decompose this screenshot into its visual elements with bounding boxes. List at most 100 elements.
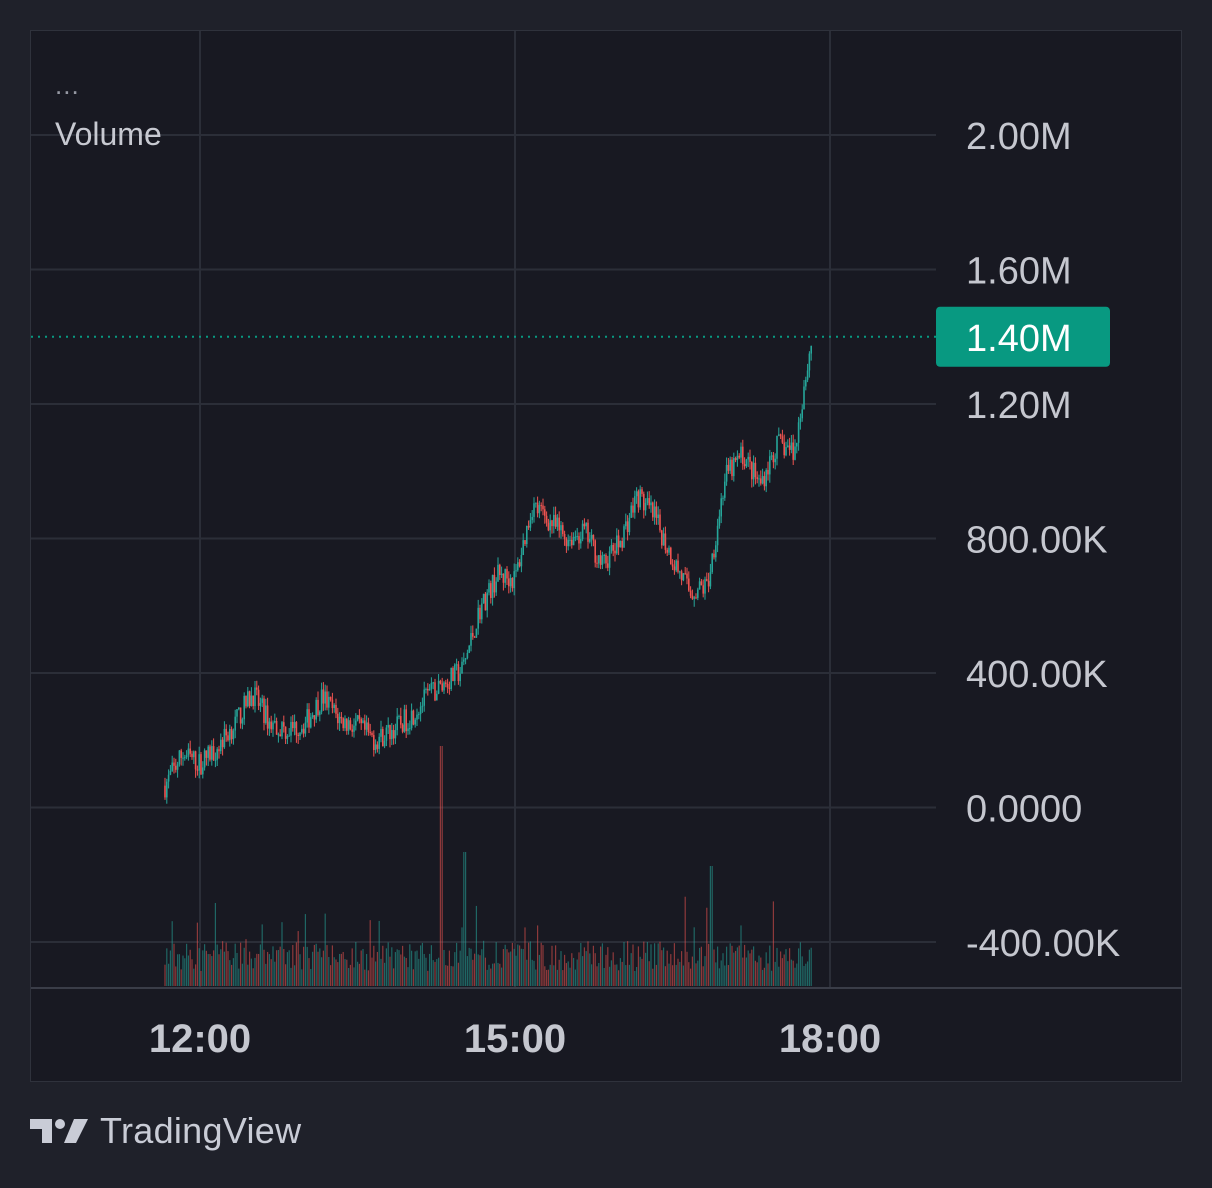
candle-up — [238, 707, 240, 710]
candle-up — [356, 715, 359, 721]
candle-down — [245, 695, 247, 707]
candle-up — [560, 525, 562, 531]
candle-down — [248, 691, 251, 706]
candle-up — [394, 730, 397, 739]
candle-up — [682, 573, 685, 581]
candle-up — [635, 491, 638, 497]
candle-down — [542, 505, 544, 510]
volume-bar — [175, 966, 177, 986]
volume-bar — [529, 941, 531, 986]
tradingview-attribution[interactable]: TradingView — [30, 1110, 301, 1152]
candle-up — [522, 540, 524, 556]
candle-down — [358, 715, 361, 719]
volume-bar — [227, 951, 229, 986]
last-price-label: 1.40M — [966, 318, 1072, 360]
candle-up — [740, 446, 742, 458]
candle-down — [592, 534, 595, 541]
volume-bar — [434, 961, 436, 986]
volume-bar — [475, 905, 477, 986]
volume-bar — [636, 966, 638, 986]
volume-bar — [277, 950, 279, 986]
candle-down — [661, 530, 663, 546]
candle-down — [751, 461, 753, 480]
candle-up — [338, 716, 341, 724]
candle-down — [788, 445, 791, 450]
candle-down — [364, 720, 366, 730]
candle-up — [293, 722, 296, 729]
candle-down — [373, 735, 375, 750]
volume-bar — [443, 949, 445, 986]
candle-up — [365, 722, 368, 730]
volume-bar — [232, 958, 234, 986]
candle-up — [608, 551, 611, 568]
candle-down — [760, 478, 762, 484]
candle-up — [387, 724, 389, 728]
candle-up — [362, 720, 364, 724]
candle-down — [527, 525, 530, 528]
volume-bar — [286, 952, 288, 986]
volume-bar — [756, 962, 758, 986]
volume-bar — [569, 967, 571, 986]
volume-bar — [310, 969, 312, 986]
volume-bar — [632, 944, 634, 986]
volume-bar — [535, 969, 537, 986]
candle-down — [691, 595, 694, 599]
candle-up — [616, 535, 618, 554]
volume-bar — [427, 970, 429, 986]
volume-bar — [682, 965, 684, 986]
candle-down — [511, 577, 514, 589]
volume-bar — [654, 943, 656, 986]
legend-ellipsis[interactable]: ... — [55, 70, 80, 100]
volume-bar — [612, 952, 614, 986]
volume-bar — [351, 948, 353, 986]
volume-bar — [585, 951, 587, 986]
volume-bar — [722, 953, 724, 986]
volume-bar — [807, 961, 809, 986]
candle-up — [214, 759, 217, 761]
volume-bar — [267, 951, 269, 986]
volume-bar — [436, 959, 438, 986]
price-tick-label: 1.60M — [966, 251, 1072, 293]
candle-up — [176, 764, 179, 770]
volume-bar — [432, 960, 434, 986]
volume-bar — [178, 954, 180, 986]
candle-up — [790, 442, 793, 450]
volume-bar — [222, 941, 224, 986]
candle-up — [410, 710, 413, 729]
volume-bar — [218, 954, 220, 986]
candle-up — [428, 688, 431, 691]
volume-bar — [474, 953, 476, 986]
candle-up — [625, 521, 627, 527]
volume-bar — [477, 954, 479, 986]
candle-up — [729, 459, 731, 471]
volume-histogram — [164, 746, 812, 986]
volume-bar — [600, 946, 602, 986]
volume-bar — [652, 968, 654, 986]
candle-down — [434, 682, 436, 701]
candle-up — [461, 661, 463, 674]
volume-bar — [270, 959, 272, 986]
candle-up — [761, 476, 764, 484]
volume-bar — [740, 925, 742, 986]
candle-down — [221, 739, 224, 748]
volume-bar — [661, 950, 663, 986]
candle-up — [374, 744, 377, 750]
volume-bar — [562, 970, 564, 986]
volume-bar — [450, 966, 452, 986]
candle-down — [405, 709, 407, 732]
candle-down — [446, 683, 449, 688]
volume-bar — [481, 949, 483, 986]
volume-bar — [790, 959, 792, 986]
candle-up — [794, 446, 796, 460]
volume-bar — [186, 943, 188, 986]
candle-down — [191, 753, 193, 758]
volume-bar — [672, 965, 674, 986]
volume-bar — [731, 945, 733, 986]
last-price-line: 1.40M — [31, 306, 1110, 367]
volume-bar — [445, 965, 447, 986]
volume-bar — [582, 956, 584, 986]
candle-down — [473, 636, 476, 638]
volume-bar — [373, 945, 375, 986]
volume-bar — [418, 958, 420, 986]
